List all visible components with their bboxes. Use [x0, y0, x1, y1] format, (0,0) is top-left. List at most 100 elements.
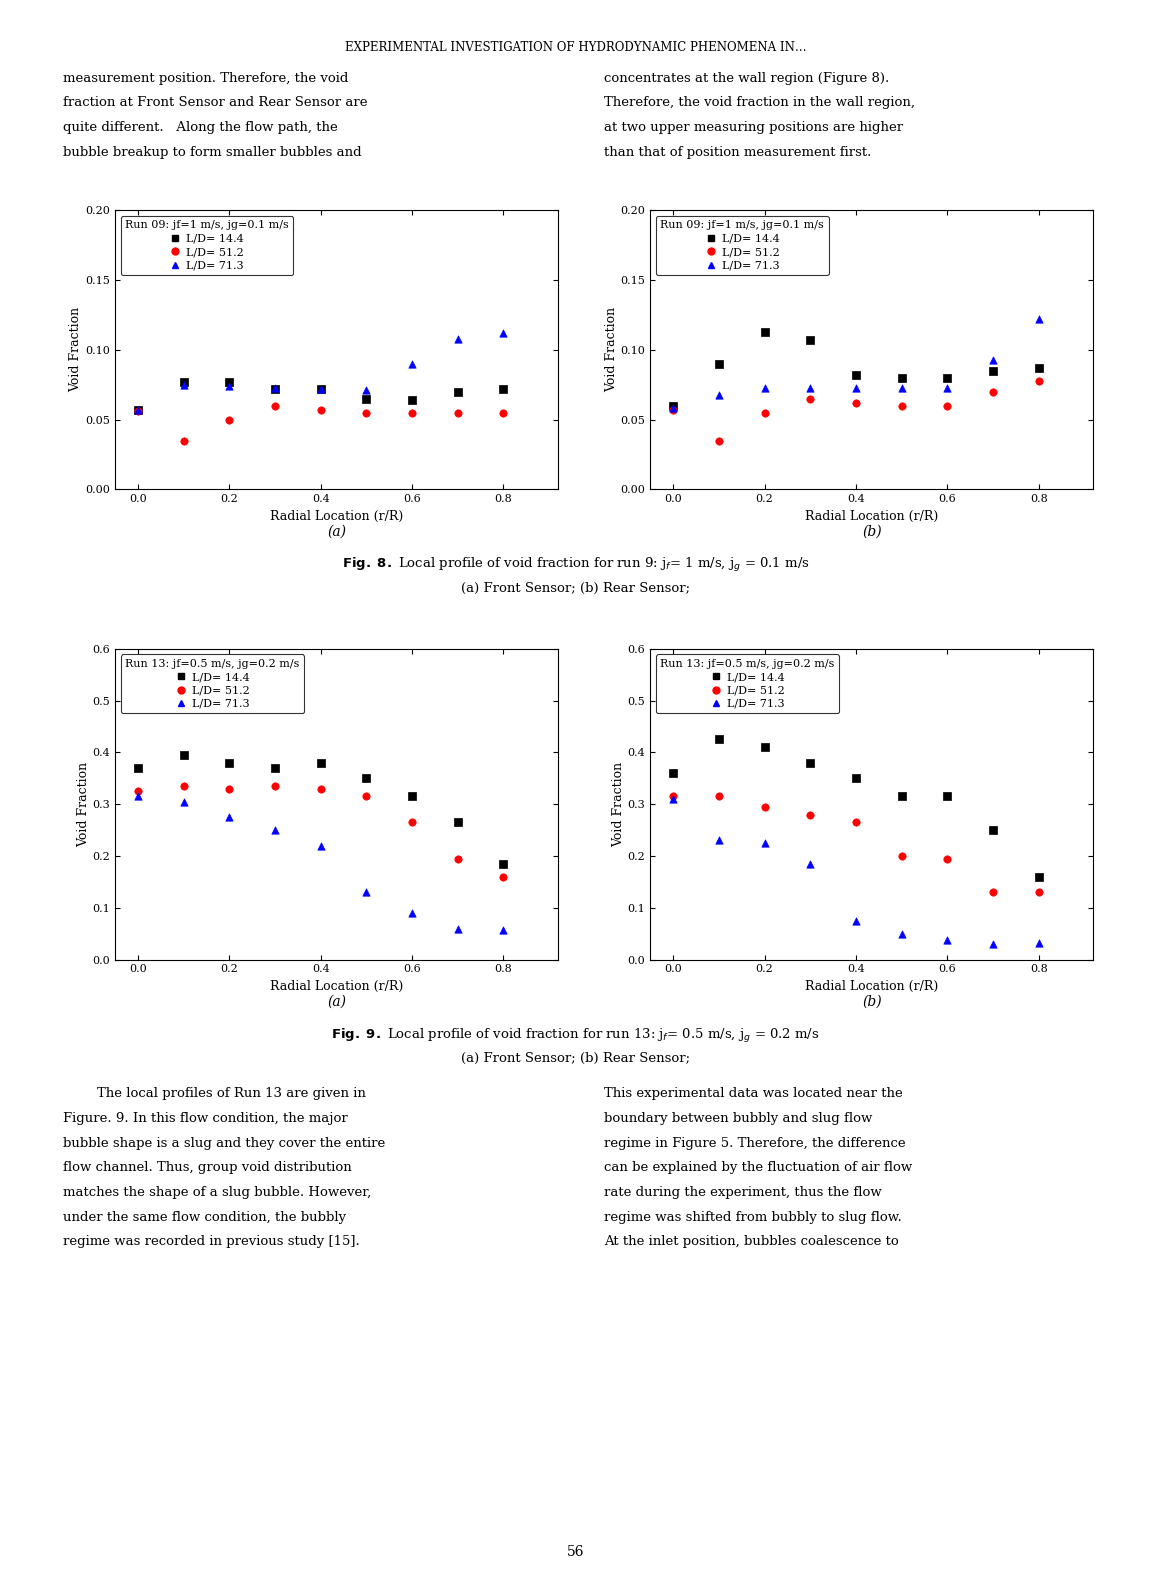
Text: at two upper measuring positions are higher: at two upper measuring positions are hig… — [604, 121, 904, 134]
Text: bubble shape is a slug and they cover the entire: bubble shape is a slug and they cover th… — [63, 1137, 386, 1149]
Text: regime in Figure 5. Therefore, the difference: regime in Figure 5. Therefore, the diffe… — [604, 1137, 906, 1149]
Point — [664, 397, 683, 422]
Point — [129, 398, 147, 424]
Point — [847, 765, 866, 791]
Point — [847, 391, 866, 416]
Point — [175, 743, 193, 768]
Point — [847, 362, 866, 387]
Y-axis label: Void Fraction: Void Fraction — [612, 762, 625, 846]
Point — [220, 406, 238, 432]
Point — [175, 371, 193, 397]
Point — [266, 375, 284, 400]
Point — [664, 395, 683, 421]
Text: concentrates at the wall region (Figure 8).: concentrates at the wall region (Figure … — [604, 72, 890, 84]
Text: fraction at Front Sensor and Rear Sensor are: fraction at Front Sensor and Rear Sensor… — [63, 96, 368, 110]
Point — [938, 928, 956, 953]
Point — [266, 376, 284, 402]
Point — [129, 778, 147, 803]
Text: boundary between bubbly and slug flow: boundary between bubbly and slug flow — [604, 1113, 872, 1125]
Text: 56: 56 — [566, 1545, 585, 1559]
Text: (b): (b) — [862, 524, 882, 539]
Point — [847, 375, 866, 400]
Point — [801, 375, 820, 400]
Legend: L/D= 14.4, L/D= 51.2, L/D= 71.3: L/D= 14.4, L/D= 51.2, L/D= 71.3 — [121, 215, 294, 274]
Text: (a) Front Sensor; (b) Rear Sensor;: (a) Front Sensor; (b) Rear Sensor; — [460, 582, 691, 595]
Point — [357, 765, 375, 791]
Point — [1029, 368, 1047, 394]
Point — [266, 756, 284, 781]
Point — [710, 727, 729, 752]
Point — [494, 864, 512, 889]
Point — [984, 359, 1003, 384]
Point — [801, 851, 820, 877]
Text: under the same flow condition, the bubbly: under the same flow condition, the bubbl… — [63, 1211, 346, 1224]
Point — [220, 373, 238, 398]
Point — [403, 351, 421, 376]
Point — [494, 376, 512, 402]
Point — [801, 327, 820, 352]
Text: The local profiles of Run 13 are given in: The local profiles of Run 13 are given i… — [63, 1087, 366, 1100]
Point — [494, 851, 512, 877]
Point — [1029, 864, 1047, 889]
Point — [129, 756, 147, 781]
Text: EXPERIMENTAL INVESTIGATION OF HYDRODYNAMIC PHENOMENA IN…: EXPERIMENTAL INVESTIGATION OF HYDRODYNAM… — [344, 41, 807, 54]
Point — [175, 773, 193, 799]
Point — [220, 751, 238, 776]
Point — [175, 789, 193, 815]
Point — [175, 427, 193, 453]
Point — [664, 784, 683, 810]
Point — [984, 347, 1003, 373]
Point — [664, 786, 683, 811]
Y-axis label: Void Fraction: Void Fraction — [69, 308, 83, 392]
Point — [403, 810, 421, 835]
Text: At the inlet position, bubbles coalescence to: At the inlet position, bubbles coalescen… — [604, 1235, 899, 1248]
Point — [984, 818, 1003, 843]
Point — [1029, 931, 1047, 956]
Point — [984, 931, 1003, 956]
Point — [755, 319, 773, 344]
Point — [664, 394, 683, 419]
Point — [938, 365, 956, 391]
Text: Figure. 9. In this flow condition, the major: Figure. 9. In this flow condition, the m… — [63, 1113, 348, 1125]
Point — [357, 386, 375, 411]
Point — [1029, 306, 1047, 332]
Point — [403, 784, 421, 810]
X-axis label: Radial Location (r/R): Radial Location (r/R) — [270, 980, 403, 993]
Text: matches the shape of a slug bubble. However,: matches the shape of a slug bubble. Howe… — [63, 1186, 372, 1199]
Point — [847, 810, 866, 835]
Point — [892, 394, 910, 419]
Point — [892, 843, 910, 869]
Point — [357, 378, 375, 403]
Text: flow channel. Thus, group void distribution: flow channel. Thus, group void distribut… — [63, 1160, 352, 1175]
Text: (a): (a) — [327, 524, 346, 539]
Text: $\mathbf{Fig.\ 9.}$ Local profile of void fraction for run 13: j$_f$= 0.5 m/s, j: $\mathbf{Fig.\ 9.}$ Local profile of voi… — [331, 1027, 820, 1044]
Point — [494, 400, 512, 426]
Point — [449, 327, 467, 352]
Point — [312, 776, 330, 802]
Text: $\mathbf{Fig.\ 8.}$ Local profile of void fraction for run 9: j$_f$= 1 m/s, j$_g: $\mathbf{Fig.\ 8.}$ Local profile of voi… — [342, 556, 809, 574]
Point — [357, 400, 375, 426]
Point — [710, 827, 729, 853]
Point — [312, 397, 330, 422]
Point — [1029, 880, 1047, 905]
Point — [892, 375, 910, 400]
Point — [266, 773, 284, 799]
Point — [755, 735, 773, 760]
Point — [984, 379, 1003, 405]
Text: regime was recorded in previous study [15].: regime was recorded in previous study [1… — [63, 1235, 360, 1248]
Point — [357, 880, 375, 905]
Y-axis label: Void Fraction: Void Fraction — [604, 308, 618, 392]
Point — [494, 917, 512, 942]
Point — [403, 400, 421, 426]
Point — [755, 400, 773, 426]
Point — [755, 375, 773, 400]
Legend: L/D= 14.4, L/D= 51.2, L/D= 71.3: L/D= 14.4, L/D= 51.2, L/D= 71.3 — [121, 654, 304, 713]
Text: bubble breakup to form smaller bubbles and: bubble breakup to form smaller bubbles a… — [63, 147, 361, 159]
Point — [892, 921, 910, 947]
Text: (a): (a) — [327, 995, 346, 1009]
Legend: L/D= 14.4, L/D= 51.2, L/D= 71.3: L/D= 14.4, L/D= 51.2, L/D= 71.3 — [656, 215, 829, 274]
Point — [938, 375, 956, 400]
Text: regime was shifted from bubbly to slug flow.: regime was shifted from bubbly to slug f… — [604, 1211, 902, 1224]
Point — [175, 370, 193, 395]
Point — [449, 846, 467, 872]
